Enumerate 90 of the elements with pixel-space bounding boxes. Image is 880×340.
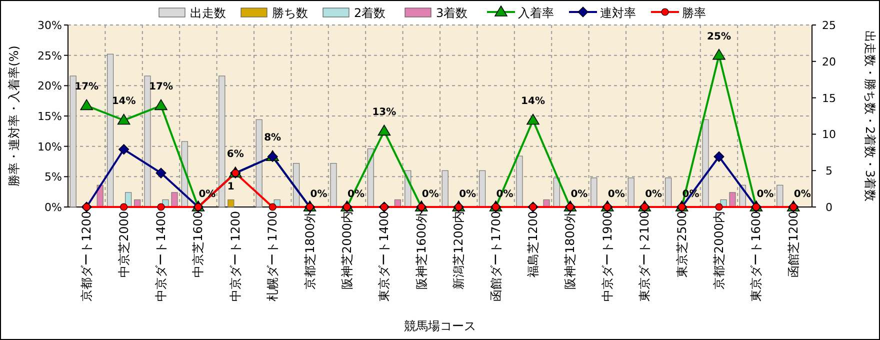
point [526, 114, 540, 125]
x-tick-label: 新潟芝1200内 [452, 211, 466, 290]
point [120, 203, 128, 211]
data-label: 25% [707, 31, 731, 42]
x-tick-label: 東京ダート1400 [377, 211, 392, 302]
legend-label: 勝ち数 [272, 6, 308, 20]
bar [628, 178, 634, 208]
bar [665, 178, 672, 208]
bar [107, 54, 114, 208]
x-tick-label: 京都芝2000内 [712, 211, 726, 290]
bar [70, 76, 76, 208]
point [118, 144, 130, 155]
bar [144, 76, 151, 208]
point [117, 114, 130, 125]
x-tick-label: 東京芝2500 [674, 211, 689, 278]
data-label: 0% [756, 189, 774, 200]
x-tick-label: 阪神芝1800外 [563, 211, 578, 290]
legend-label: 3着数 [436, 6, 468, 20]
point [378, 124, 391, 136]
bar [516, 156, 523, 208]
x-tick-label: 阪神芝2000内 [340, 211, 354, 290]
bar [442, 170, 448, 208]
point [157, 203, 165, 211]
y2-tick-label: 15 [822, 92, 836, 105]
y2-axis-title: 出走数・勝ち数・2着数・3着数 [863, 30, 877, 202]
data-label: 8% [264, 132, 282, 144]
point [714, 151, 724, 162]
data-label: 0% [310, 189, 328, 200]
point [80, 99, 93, 110]
y-tick-label: 5% [44, 170, 62, 184]
legend-label: 勝率 [682, 6, 706, 20]
legend-label: 入着率 [518, 6, 554, 20]
data-label: 17% [149, 82, 173, 93]
x-tick-label: 中京芝2000 [116, 211, 131, 278]
y-tick-label: 15% [38, 110, 62, 123]
y-tick-label: 20% [38, 80, 62, 93]
bar [256, 119, 262, 208]
bar [590, 178, 598, 208]
y2-tick-label: 5 [826, 164, 832, 178]
y-tick-label: 25% [38, 49, 62, 62]
x-tick-label: 京都ダート1200 [80, 211, 94, 302]
x-tick-label: 東京ダート2100 [638, 211, 652, 302]
x-tick-label: 中京ダート1900 [600, 211, 614, 302]
data-label: 0% [794, 189, 811, 200]
point [715, 203, 723, 211]
point [712, 48, 726, 60]
bar [330, 163, 337, 208]
point [156, 168, 166, 178]
data-label: 17% [74, 82, 99, 93]
y2-tick-label: 25 [822, 19, 836, 32]
x-tick-label: 函館ダート1700 [488, 211, 503, 302]
y2-tick-label: 20 [822, 55, 836, 68]
x-axis-title: 競馬場コース [404, 319, 476, 333]
legend-label: 出走数 [190, 6, 226, 20]
data-label: 14% [112, 96, 136, 108]
point [154, 99, 168, 110]
data-label: 14% [521, 96, 545, 108]
x-tick-label: 東京ダート1600 [749, 211, 764, 302]
x-tick-label: 阪神芝1600外 [414, 211, 428, 290]
y-tick-label: 30% [38, 19, 62, 32]
bar [702, 119, 709, 208]
legend-label: 2着数 [354, 6, 386, 20]
x-tick-label: 中京ダート1200 [228, 211, 242, 302]
y2-tick-label: 10 [822, 128, 836, 142]
point [268, 203, 276, 211]
data-label: 0% [459, 189, 476, 200]
x-tick-label: 中京芝1600 [191, 211, 206, 278]
data-label: 0% [570, 189, 588, 200]
x-tick-label: 函館芝1200 [786, 211, 800, 278]
y-axis-title: 勝率・連対率・入着率(%) [7, 46, 21, 186]
y-tick-label: 10% [38, 140, 62, 154]
bar [228, 199, 234, 208]
bar [171, 192, 178, 208]
x-tick-label: 京都芝1800外 [302, 211, 317, 290]
data-label: 0% [645, 189, 662, 200]
bar [218, 76, 226, 208]
data-label: 0% [608, 189, 625, 200]
x-tick-label: 中京ダート1400 [154, 211, 168, 302]
x-tick-label: 札幌ダート1700 [266, 211, 280, 302]
y2-tick-label: 0 [826, 201, 832, 214]
bar [729, 192, 736, 208]
bar [776, 184, 784, 208]
y-tick-label: 0% [44, 201, 62, 214]
bar [479, 170, 486, 208]
data-label: 0% [422, 189, 439, 200]
x-tick-label: 福島芝1200 [526, 211, 540, 278]
legend-label: 連対率 [600, 6, 636, 20]
data-label: 6% [226, 149, 244, 160]
data-label: 13% [372, 107, 396, 118]
data-label: 1 [227, 182, 234, 193]
